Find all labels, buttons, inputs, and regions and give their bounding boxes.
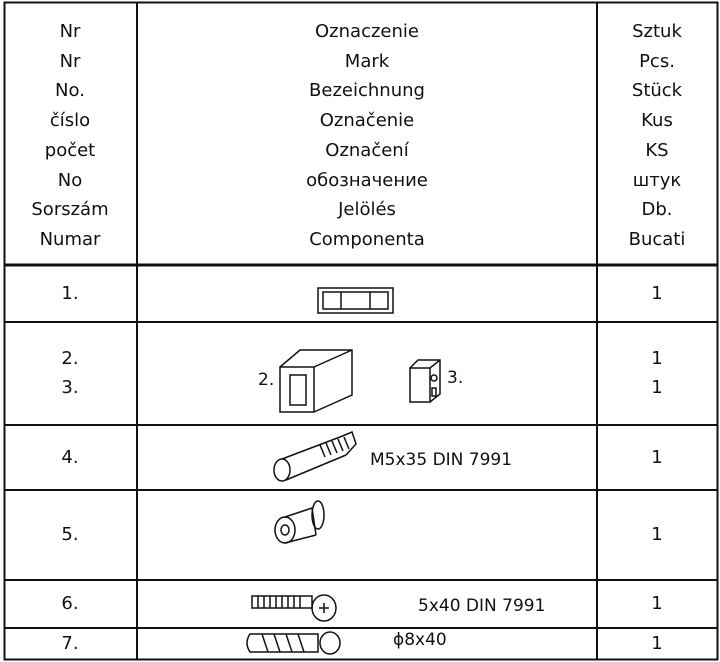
header-label: No. <box>55 80 85 102</box>
row-number: 6. <box>61 593 79 614</box>
header-label: Kus <box>641 110 673 132</box>
header-label: Bucati <box>628 228 686 250</box>
quantity: 1 <box>651 348 663 369</box>
part-2-drawing <box>279 349 353 413</box>
header-label: Sorszám <box>31 199 109 221</box>
row-number: 7. <box>61 633 79 654</box>
part-7-drawing <box>246 631 341 655</box>
specification: ϕ8x40 <box>393 630 447 650</box>
header-label: počet <box>44 139 96 161</box>
row-number: 5. <box>61 524 79 545</box>
quantity: 1 <box>651 377 663 398</box>
part-label: 3. <box>447 368 464 388</box>
header-label: Nr <box>59 50 81 72</box>
header-label: Bezeichnung <box>309 80 425 102</box>
header-label: Oznaczenie <box>315 21 419 42</box>
part-6-drawing <box>251 594 337 622</box>
row-number: 3. <box>61 377 79 398</box>
header-label: Jelölés <box>338 199 396 221</box>
quantity: 1 <box>651 593 663 614</box>
row-number: 1. <box>61 283 79 304</box>
header-label: Componenta <box>309 228 425 250</box>
part-4-drawing <box>273 430 357 482</box>
header-label: Pcs. <box>639 50 675 72</box>
header-label: Označenie <box>319 110 415 132</box>
part-label: 2. <box>258 370 275 390</box>
header-label: Mark <box>344 50 390 72</box>
part-3-drawing <box>409 359 441 403</box>
header-label: No <box>57 169 83 191</box>
specification: M5x35 DIN 7991 <box>370 450 513 470</box>
row-number: 2. <box>61 348 79 369</box>
header-label: Označení <box>325 139 409 161</box>
header-label: Nr <box>59 21 81 42</box>
quantity: 1 <box>651 283 663 304</box>
header-label: KS <box>645 139 669 161</box>
header-label: Numar <box>39 228 101 250</box>
header-label: обозначение <box>306 169 428 191</box>
quantity: 1 <box>651 633 663 654</box>
header-label: Db. <box>641 199 673 221</box>
part-1-drawing <box>317 287 394 314</box>
specification: 5x40 DIN 7991 <box>418 596 546 616</box>
row-number: 4. <box>61 446 79 468</box>
header-label: číslo <box>49 110 91 132</box>
header-label: Sztuk <box>632 21 682 42</box>
header-label: штук <box>632 169 682 191</box>
part-5-drawing <box>274 500 325 544</box>
header-label: Stück <box>631 80 683 102</box>
quantity: 1 <box>651 446 663 468</box>
quantity: 1 <box>651 524 663 545</box>
